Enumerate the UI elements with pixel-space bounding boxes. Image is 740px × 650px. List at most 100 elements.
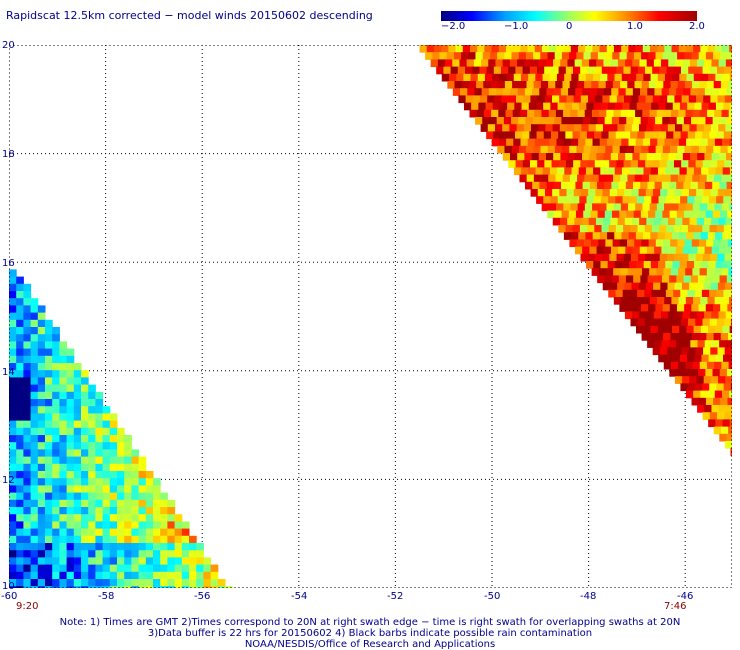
wind-cell: [498, 45, 507, 53]
wind-cell: [9, 334, 17, 342]
wind-cell: [691, 304, 700, 312]
wind-cell: [720, 145, 729, 154]
wind-cell: [131, 521, 140, 530]
wind-cell: [608, 289, 616, 298]
wind-cell: [9, 564, 17, 573]
wind-cell: [641, 145, 649, 154]
wind-cell: [710, 253, 718, 262]
wind-cell: [644, 289, 652, 298]
wind-cell: [709, 160, 718, 168]
wind-cell: [684, 333, 693, 341]
wind-cell: [109, 485, 118, 494]
wind-cell: [425, 52, 433, 60]
wind-cell: [690, 340, 699, 348]
wind-cell: [88, 535, 96, 544]
wind-cell: [479, 66, 488, 75]
wind-cell: [45, 499, 53, 508]
wind-cell: [545, 124, 554, 132]
wind-cell: [666, 225, 675, 233]
wind-cell: [419, 45, 428, 53]
wind-cell: [138, 535, 147, 544]
wind-cell: [715, 354, 724, 363]
wind-cell: [514, 102, 523, 111]
wind-cell: [37, 427, 46, 436]
wind-cell: [681, 253, 690, 262]
wind-cell: [59, 507, 68, 515]
wind-cell: [117, 449, 125, 458]
wind-cell: [540, 145, 549, 154]
wind-cell: [622, 289, 631, 298]
wind-cell: [109, 564, 118, 573]
wind-cell: [577, 203, 586, 212]
wind-cell: [568, 88, 576, 96]
wind-cell: [73, 557, 82, 566]
wind-cell: [516, 95, 524, 104]
wind-cell: [659, 347, 668, 356]
wind-cell: [16, 586, 24, 588]
wind-cell: [9, 543, 17, 551]
wind-cell: [707, 203, 715, 212]
wind-cell: [37, 528, 46, 537]
wind-cell: [37, 399, 46, 407]
wind-cell: [500, 131, 509, 140]
wind-cell: [52, 579, 60, 587]
wind-cell: [724, 189, 732, 197]
wind-cell: [45, 579, 53, 587]
wind-cell: [677, 81, 686, 89]
wind-cell: [723, 354, 731, 363]
wind-cell: [579, 131, 588, 140]
wind-cell: [568, 117, 577, 125]
wind-cell: [720, 304, 728, 312]
wind-cell: [45, 370, 53, 378]
wind-cell: [88, 420, 96, 429]
wind-cell: [669, 275, 677, 284]
wind-cell: [522, 66, 531, 75]
wind-cell: [691, 333, 700, 341]
wind-cell: [724, 160, 732, 168]
wind-cell: [9, 291, 17, 299]
lat-tick: 20: [2, 40, 15, 51]
wind-cell: [701, 354, 710, 363]
wind-cell: [37, 420, 46, 429]
wind-cell: [37, 543, 46, 551]
wind-cell: [685, 361, 694, 370]
wind-cell: [441, 73, 450, 82]
wind-cell: [88, 521, 96, 530]
wind-cell: [667, 95, 675, 104]
wind-cell: [88, 507, 96, 515]
wind-cell: [513, 73, 522, 82]
wind-cell: [37, 319, 46, 328]
wind-cell: [660, 217, 669, 226]
wind-cell: [52, 478, 60, 486]
wind-cell: [138, 478, 147, 486]
wind-cell: [622, 196, 631, 204]
wind-cell: [537, 160, 545, 168]
wind-cell: [549, 138, 558, 147]
wind-cell: [102, 550, 111, 558]
wind-cell: [708, 167, 717, 176]
wind-cell: [594, 225, 603, 233]
wind-cell: [666, 131, 674, 140]
wind-cell: [102, 564, 111, 573]
wind-cell: [526, 145, 534, 154]
wind-cell: [711, 246, 720, 255]
wind-cell: [109, 579, 118, 587]
wind-cell: [674, 347, 682, 356]
wind-cell: [37, 579, 46, 587]
wind-cell: [680, 225, 689, 233]
wind-cell: [681, 189, 690, 197]
wind-cell: [702, 318, 711, 327]
wind-cell: [102, 413, 111, 422]
wind-cell: [624, 189, 632, 197]
wind-cell: [9, 471, 17, 479]
wind-cell: [641, 52, 649, 60]
wind-cell: [636, 196, 645, 204]
wind-cell: [720, 210, 728, 219]
wind-cell: [548, 81, 556, 89]
wind-cell: [714, 138, 723, 147]
wind-cell: [153, 557, 161, 566]
wind-cell: [73, 456, 82, 465]
wind-cell: [174, 535, 183, 544]
wind-cell: [686, 261, 695, 269]
wind-cell: [16, 571, 24, 580]
